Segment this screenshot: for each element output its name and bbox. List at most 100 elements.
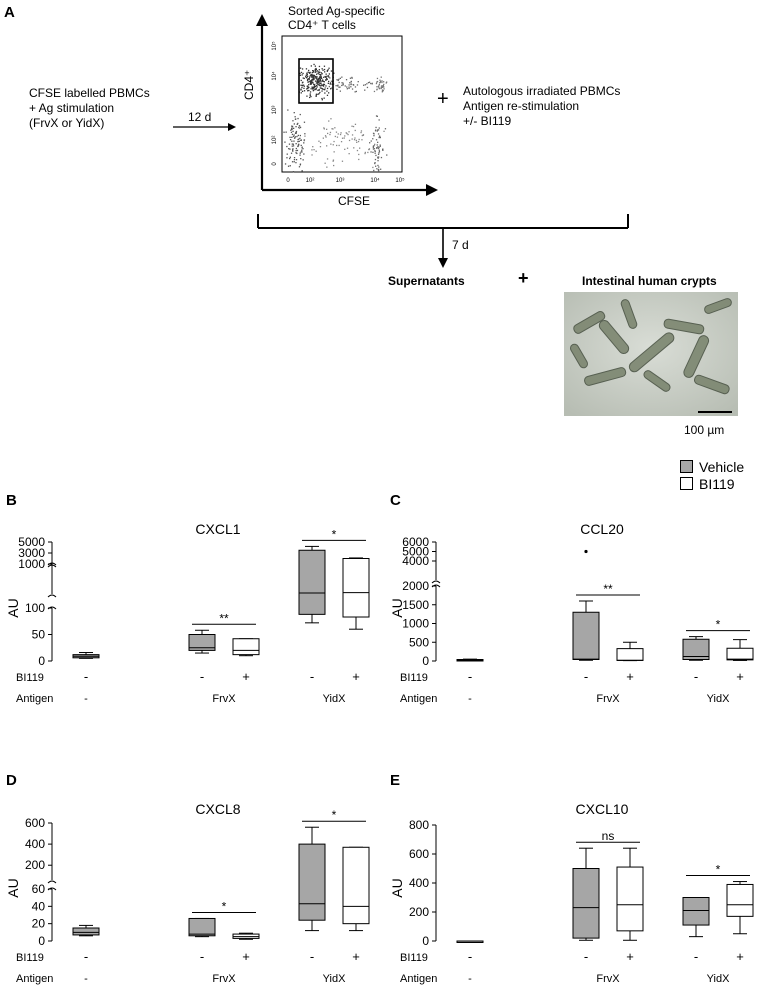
flow-dot [316, 81, 318, 84]
flow-dot [322, 85, 325, 87]
flow-dot [315, 150, 317, 152]
flow-dot [311, 78, 314, 80]
flow-dot [312, 75, 314, 78]
flow-dot [382, 149, 384, 151]
flow-dot [378, 136, 380, 139]
flow-dot [319, 91, 321, 94]
flow-dot [319, 78, 321, 80]
flow-dot [303, 139, 306, 141]
bi119-mark: + [626, 949, 634, 964]
y-tick-label: 5000 [18, 535, 45, 549]
flow-dot [374, 150, 376, 153]
flow-dot [291, 127, 293, 129]
flow-dot [321, 99, 323, 101]
flow-dot [342, 82, 344, 84]
y-tick-label: 600 [409, 847, 429, 861]
flow-dot [338, 81, 340, 84]
flow-dot [310, 81, 312, 83]
flow-dot [295, 152, 297, 154]
flow-dot [317, 84, 319, 86]
legend-swatch-vehicle [680, 460, 693, 473]
flow-dot [354, 91, 356, 93]
flow-dot [320, 75, 322, 77]
flow-dot [316, 76, 318, 78]
flow-dot [343, 137, 345, 139]
flow-dot [317, 78, 320, 81]
flow-dot [350, 86, 352, 88]
flow-dot [298, 126, 300, 129]
flow-dot [305, 68, 308, 70]
crypts-title: Intestinal human crypts [582, 274, 717, 288]
flow-dot [302, 84, 305, 86]
panel-d-title: CXCL8 [195, 801, 240, 817]
flow-dot [293, 161, 295, 163]
flow-dot [306, 79, 309, 81]
row-label-antigen: Antigen [400, 693, 437, 705]
flow-dot [293, 112, 295, 114]
flow-dot [311, 88, 314, 90]
flow-dot [320, 74, 322, 76]
flow-dot [305, 74, 307, 76]
flow-dot [378, 135, 381, 137]
flow-dot [327, 82, 329, 84]
flow-dot [351, 77, 353, 79]
flow-dot [328, 92, 330, 94]
flow-dot [300, 79, 302, 82]
flow-dot [361, 139, 363, 141]
flow-dot [332, 159, 335, 161]
y-tick-label: 20 [32, 917, 46, 931]
flow-dot [379, 136, 381, 139]
flow-dot [376, 80, 379, 83]
flow-dot [303, 153, 305, 155]
flow-y-label: CD4⁺ [242, 69, 256, 100]
flow-dot [309, 80, 312, 83]
flow-dot [291, 161, 294, 163]
flow-dot [337, 133, 339, 135]
flow-dot [328, 120, 330, 122]
flow-dot [314, 80, 317, 82]
flow-dot [376, 115, 378, 117]
flow-dot [377, 156, 379, 158]
flow-dot [310, 73, 312, 76]
flow-dot [368, 148, 371, 150]
flow-dot [354, 123, 357, 125]
flow-dot [317, 93, 319, 95]
flow-dot [382, 85, 384, 88]
flow-dot [381, 81, 383, 84]
flow-dot [376, 130, 378, 132]
flow-dot [383, 130, 385, 132]
flow-dot [374, 152, 376, 154]
flow-dot [303, 87, 305, 89]
flow-y-tick: 10⁴ [271, 71, 278, 81]
axis-break-mark [47, 564, 57, 568]
row-label-bi119: BI119 [400, 672, 428, 684]
flow-dot [292, 148, 294, 150]
flow-dot [352, 84, 354, 86]
flow-dot [338, 144, 340, 147]
flow-dot [314, 65, 316, 67]
flow-dot [374, 162, 376, 165]
flow-dot [378, 168, 380, 171]
flow-dot [378, 83, 380, 86]
flow-dot [308, 78, 310, 80]
bi119-mark: + [242, 949, 250, 964]
y-tick-label: 1000 [402, 617, 429, 631]
flow-dot [315, 75, 317, 78]
flow-dot [364, 84, 366, 86]
flow-dot [377, 133, 380, 135]
flow-dot [297, 117, 299, 120]
flow-dot [319, 76, 321, 78]
flow-dot [294, 136, 296, 138]
flow-dot [295, 159, 298, 161]
flow-dot [324, 92, 326, 94]
flow-dot [383, 81, 385, 83]
flow-dot [330, 87, 333, 89]
flow-dot [307, 79, 309, 81]
flow-dot [358, 153, 360, 156]
flow-dot [309, 80, 311, 82]
flow-dot [292, 171, 295, 173]
y-tick-label: 500 [409, 635, 429, 649]
flow-dot [376, 77, 379, 80]
flow-dot [320, 87, 323, 89]
legend: Vehicle BI119 [680, 458, 744, 492]
